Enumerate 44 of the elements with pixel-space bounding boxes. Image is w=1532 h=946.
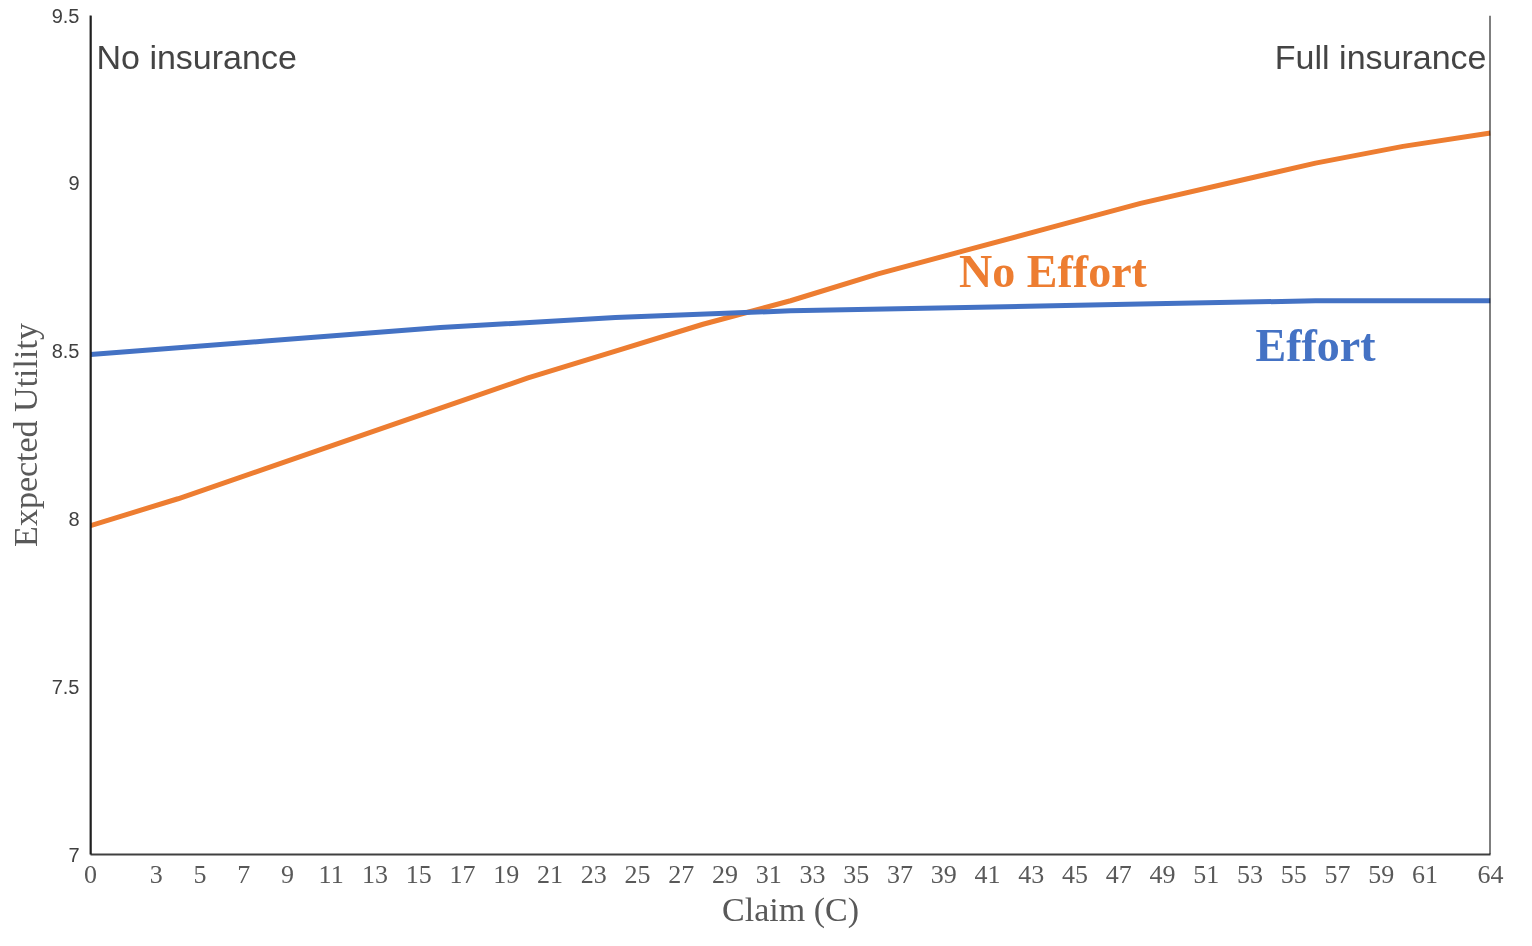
x-tick-label: 51 xyxy=(1193,859,1220,889)
x-tick-label: 49 xyxy=(1149,859,1176,889)
x-tick-label: 9 xyxy=(280,859,294,889)
x-tick-label: 45 xyxy=(1061,859,1088,889)
series-label: No Effort xyxy=(959,245,1148,297)
x-tick-label: 0 xyxy=(84,859,97,889)
x-tick-label: 35 xyxy=(843,859,870,889)
x-tick-label: 23 xyxy=(580,859,607,889)
x-tick-label: 7 xyxy=(237,859,251,889)
y-axis-title: Expected Utility xyxy=(6,323,44,547)
x-tick-label: 5 xyxy=(193,859,207,889)
x-tick-label: 41 xyxy=(974,859,1001,889)
x-tick-label: 13 xyxy=(361,859,388,889)
x-tick-label: 55 xyxy=(1280,859,1307,889)
y-tick-label: 7.5 xyxy=(51,675,80,698)
x-tick-label: 15 xyxy=(405,859,432,889)
ref-line-label: No insurance xyxy=(96,37,297,76)
x-tick-label: 53 xyxy=(1236,859,1263,889)
x-tick-label: 61 xyxy=(1411,859,1438,889)
x-tick-label: 19 xyxy=(493,859,520,889)
x-tick-label: 25 xyxy=(624,859,651,889)
x-axis-title: Claim (C) xyxy=(722,890,859,929)
ref-line-label: Full insurance xyxy=(1274,37,1487,76)
x-tick-label: 64 xyxy=(1477,859,1504,889)
y-tick-label: 9 xyxy=(68,172,80,195)
y-tick-label: 7 xyxy=(68,843,80,866)
y-tick-label: 8 xyxy=(68,507,80,530)
x-tick-label: 37 xyxy=(886,859,913,889)
x-tick-label: 3 xyxy=(149,859,163,889)
x-tick-label: 31 xyxy=(755,859,782,889)
x-tick-label: 33 xyxy=(799,859,826,889)
x-tick-label: 21 xyxy=(536,859,563,889)
x-tick-label: 27 xyxy=(668,859,695,889)
x-tick-label: 29 xyxy=(711,859,738,889)
x-tick-label: 17 xyxy=(449,859,476,889)
x-tick-label: 47 xyxy=(1105,859,1132,889)
x-tick-label: 59 xyxy=(1368,859,1395,889)
series-label: Effort xyxy=(1255,319,1377,371)
y-tick-label: 9.5 xyxy=(51,4,80,27)
y-tick-label: 8.5 xyxy=(51,340,80,363)
x-tick-label: 39 xyxy=(930,859,957,889)
x-tick-label: 57 xyxy=(1324,859,1351,889)
x-tick-label: 11 xyxy=(318,859,344,889)
x-tick-label: 43 xyxy=(1018,859,1045,889)
